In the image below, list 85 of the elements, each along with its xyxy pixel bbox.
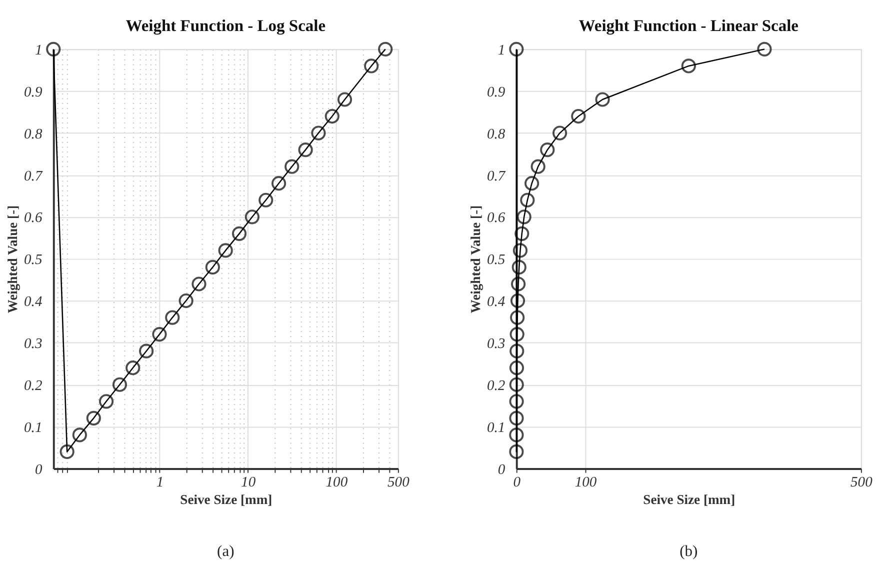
y-tick-label: 0.1 [487, 420, 506, 436]
point [757, 42, 772, 56]
point [284, 159, 300, 174]
x-tick-label: 0 [513, 474, 522, 490]
point [126, 360, 140, 376]
x-tick-label: 500 [850, 474, 874, 490]
point [516, 210, 532, 224]
point [571, 108, 586, 124]
point [681, 58, 696, 74]
point [510, 310, 525, 325]
point [509, 410, 524, 426]
y-tick-label: 0.6 [487, 210, 506, 226]
text: (b) [680, 542, 698, 560]
point [72, 428, 87, 442]
y-tick-label: 0.7 [24, 168, 43, 184]
y-tick-label: 0.2 [487, 378, 506, 394]
point [139, 344, 154, 358]
point [509, 377, 524, 392]
point [540, 142, 555, 158]
point [112, 377, 128, 392]
y-tick-label: 0.7 [487, 168, 506, 184]
y-tick-label: 0.5 [487, 252, 506, 268]
point [509, 428, 524, 442]
text: (a) [217, 542, 234, 560]
point [510, 293, 526, 308]
point [520, 192, 535, 208]
y-tick-label: 0.4 [24, 294, 42, 310]
point [509, 394, 524, 409]
y-tick-label: 0.6 [24, 210, 43, 226]
chart-title: Weight Function - Linear Scale [578, 16, 799, 36]
y-tick-label: 0.5 [24, 252, 42, 268]
point [512, 243, 528, 258]
point [178, 293, 194, 308]
point [511, 276, 526, 292]
y-axis-title: Weighted Value [-] [468, 205, 484, 314]
point [205, 260, 220, 275]
x-axis-title: Seive Size [mm] [643, 492, 736, 507]
y-tick-label: 0.9 [24, 84, 43, 100]
point [258, 192, 274, 208]
point [552, 126, 568, 140]
point [298, 142, 313, 158]
x-tick-label: 1 [156, 474, 164, 490]
point [46, 42, 61, 56]
x-axis-title: Seive Size [mm] [180, 492, 272, 507]
y-tick-label: 0.3 [487, 336, 506, 352]
y-tick-label: 0.8 [487, 126, 506, 142]
point [152, 327, 167, 342]
y-tick-label: 1 [498, 42, 506, 59]
y-axis-title: Weighted Value [-] [5, 205, 20, 314]
point [524, 176, 540, 191]
point [514, 226, 530, 241]
point [192, 276, 206, 292]
x-tick-label: 100 [326, 474, 348, 490]
x-tick-label: 500 [388, 474, 410, 490]
y-tick-label: 0.3 [24, 336, 42, 352]
chart-title: Weight Function - Log Scale [126, 16, 326, 36]
point [530, 159, 546, 174]
point [98, 394, 114, 409]
point [509, 444, 524, 460]
y-tick-label: 0.2 [24, 378, 42, 394]
y-tick-label: 0.8 [24, 126, 43, 142]
y-tick-label: 0 [34, 462, 43, 478]
x-tick-label: 10 [241, 474, 256, 490]
point [86, 410, 101, 426]
point [595, 92, 610, 107]
point [311, 126, 326, 140]
point [510, 344, 524, 358]
x-tick-label: 100 [574, 474, 598, 490]
point [165, 310, 180, 325]
point [324, 108, 340, 124]
point [509, 42, 524, 56]
point [509, 360, 524, 376]
point [337, 92, 352, 107]
y-tick-label: 0 [498, 462, 506, 478]
point [271, 176, 286, 191]
point [218, 243, 233, 258]
point [60, 444, 74, 460]
point [244, 210, 260, 224]
point [232, 226, 247, 241]
y-tick-label: 1 [34, 42, 42, 59]
y-tick-label: 0.4 [487, 294, 506, 310]
point [510, 327, 524, 342]
point [512, 260, 526, 275]
y-tick-label: 0.9 [487, 84, 506, 100]
y-tick-label: 0.1 [24, 420, 42, 436]
